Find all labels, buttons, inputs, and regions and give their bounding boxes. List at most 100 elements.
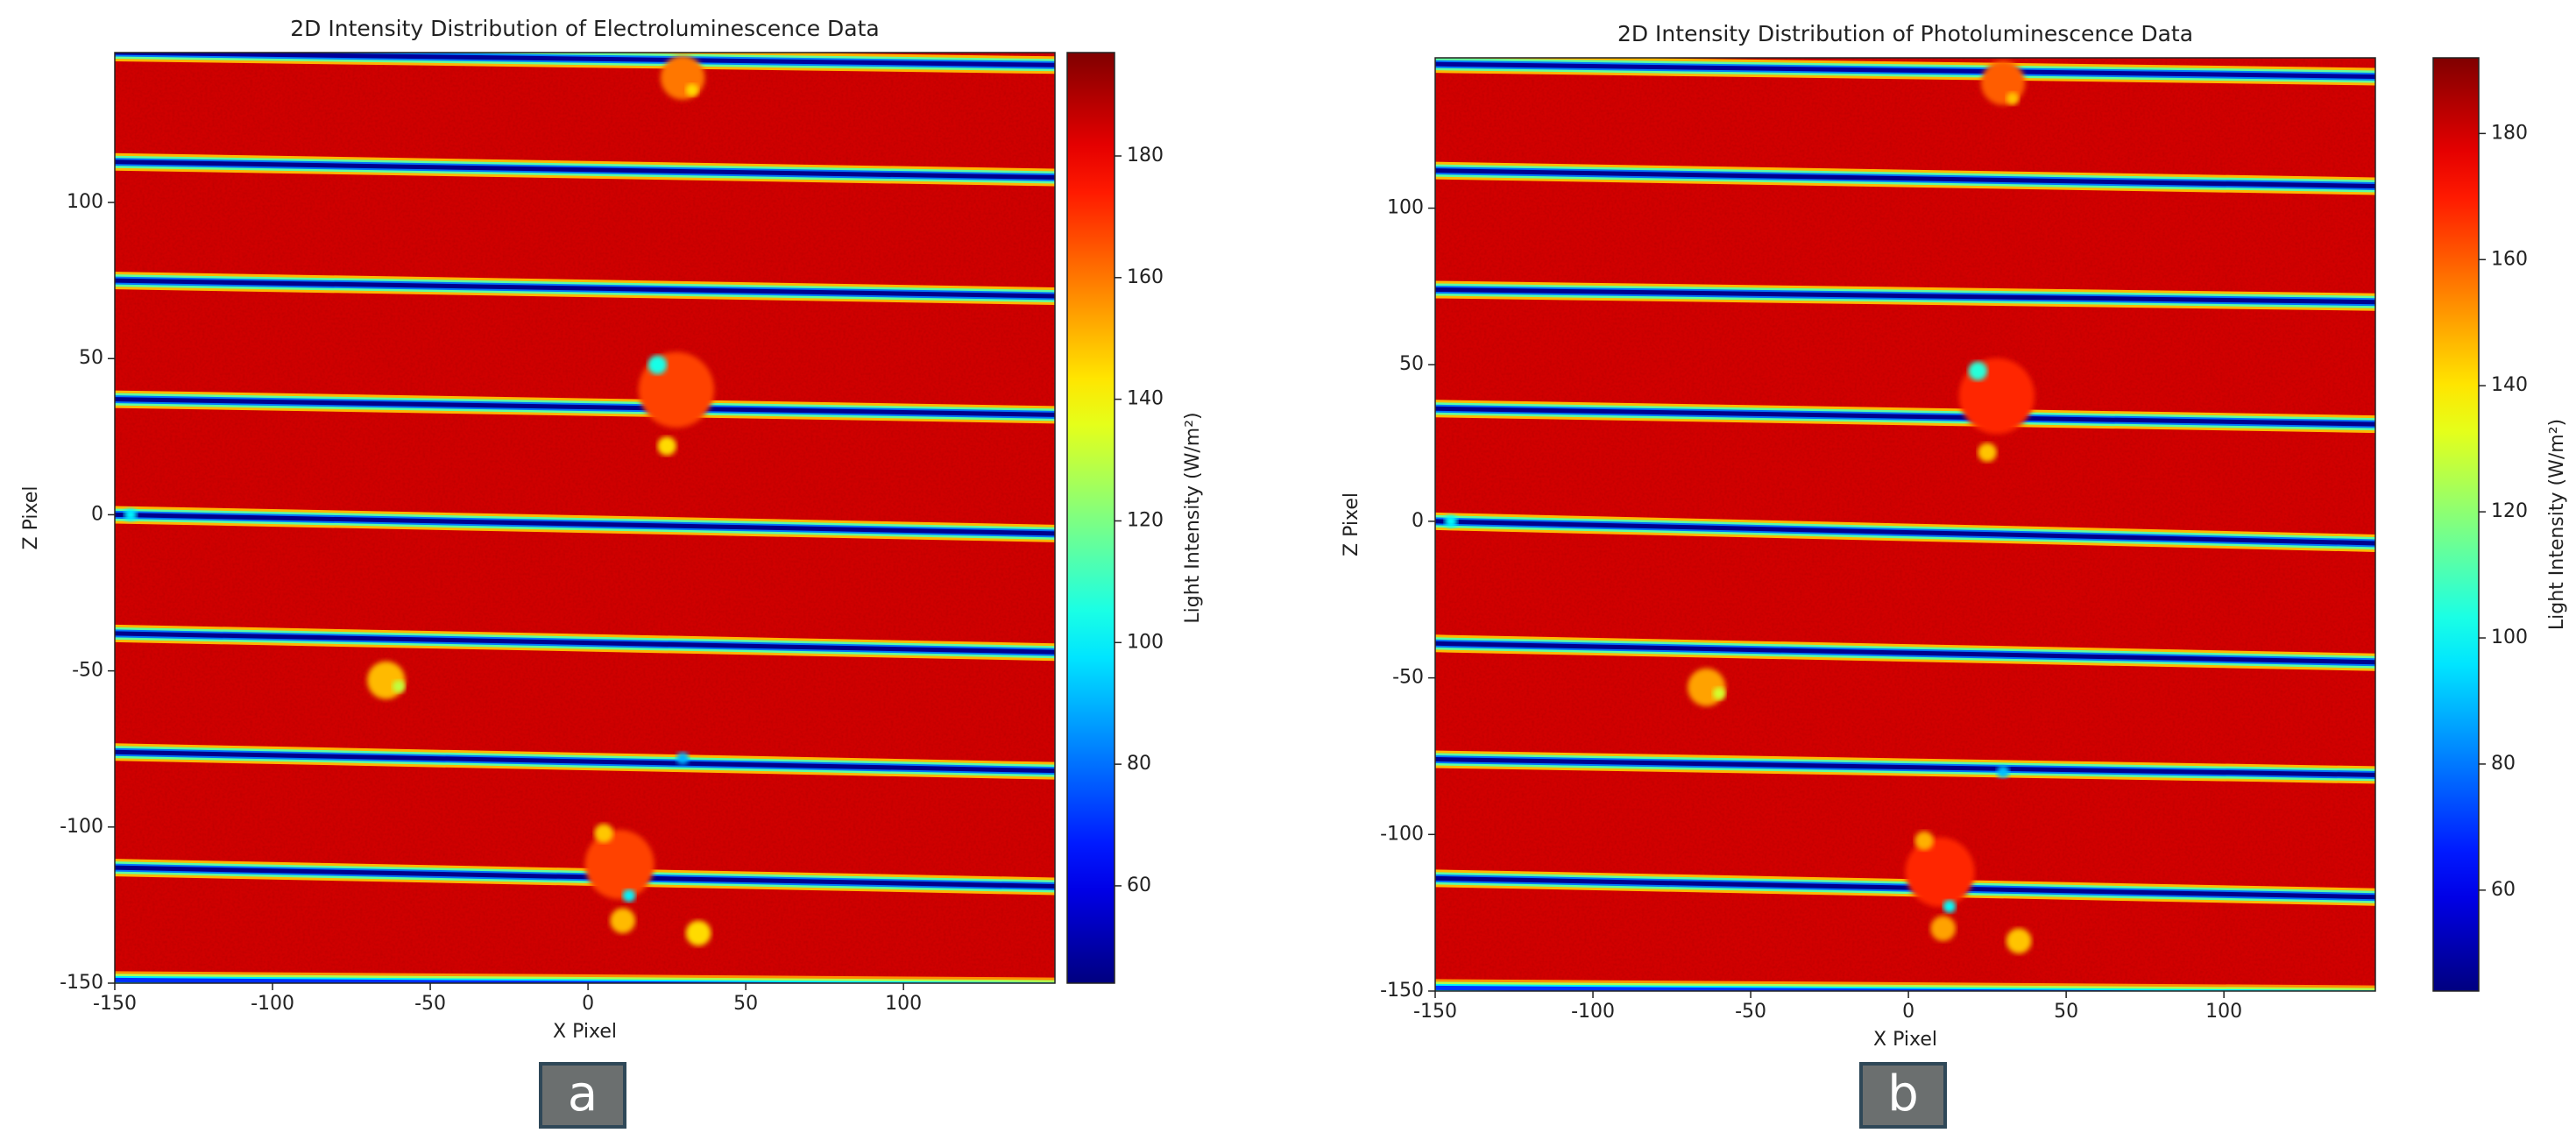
colorbar-tick-label: 120 xyxy=(1127,509,1164,531)
spot xyxy=(1444,514,1458,528)
stripe xyxy=(115,390,1055,424)
stripe xyxy=(1435,400,2375,434)
x-tick-label: 100 xyxy=(885,993,922,1015)
colorbar-tick-label: 80 xyxy=(1127,753,1151,775)
spot xyxy=(584,829,655,900)
stripe xyxy=(1435,634,2375,671)
x-tick-label: 100 xyxy=(2205,1001,2242,1023)
plot-frame xyxy=(114,52,1056,984)
stripe-core xyxy=(115,278,1055,299)
y-tick-label: 0 xyxy=(1412,510,1424,532)
stripe-core xyxy=(115,749,1055,774)
x-tick-label: -150 xyxy=(1413,1001,1457,1023)
x-tick-label: -100 xyxy=(251,993,294,1015)
colorbar-label: Light Intensity (W/m²) xyxy=(2546,419,2568,630)
x-axis-label: X Pixel xyxy=(1873,1029,1937,1051)
spot xyxy=(2006,92,2020,105)
colorbar-tick-label: 140 xyxy=(1127,388,1164,410)
spot xyxy=(1996,765,2010,779)
stripe xyxy=(1435,750,2375,784)
spot xyxy=(660,55,705,100)
colorbar-tick-label: 140 xyxy=(2491,374,2528,396)
stripe-core xyxy=(115,631,1055,655)
stripe-core xyxy=(115,397,1055,417)
spot xyxy=(685,920,711,946)
colorbar-tick-label: 120 xyxy=(2491,500,2528,522)
y-tick-label: 50 xyxy=(79,347,103,369)
spot xyxy=(392,680,406,693)
stripe xyxy=(115,272,1055,305)
plot-area xyxy=(1435,58,2375,991)
stripe xyxy=(115,624,1055,662)
stripe-core xyxy=(1435,985,2234,991)
plot-frame xyxy=(1434,57,2376,992)
spot xyxy=(622,889,636,903)
stripe-core xyxy=(115,977,915,983)
stripe-core xyxy=(1435,406,2375,427)
stripe xyxy=(115,506,1055,542)
x-tick-label: -100 xyxy=(1571,1001,1615,1023)
colorbar-label: Light Intensity (W/m²) xyxy=(1182,412,1204,623)
x-tick-label: -50 xyxy=(1735,1001,1766,1023)
x-tick-label: -150 xyxy=(93,993,137,1015)
spot xyxy=(1978,443,1997,463)
spot xyxy=(1914,831,1934,851)
colorbar-tick-label: 80 xyxy=(2491,753,2516,775)
spot xyxy=(685,83,699,96)
colorbar-tick-label: 180 xyxy=(1127,145,1164,166)
spot xyxy=(1712,687,1726,700)
colorbar-tick-label: 180 xyxy=(2491,122,2528,144)
y-tick-label: 50 xyxy=(1399,353,1424,375)
colorbar-tick-label: 60 xyxy=(1127,874,1151,896)
stripe xyxy=(1435,869,2375,906)
y-axis-label: Z Pixel xyxy=(20,486,42,550)
stripe xyxy=(1435,512,2375,552)
x-tick-label: 0 xyxy=(1902,1001,1914,1023)
colorbar-tick-label: 60 xyxy=(2491,879,2516,901)
x-axis-label: X Pixel xyxy=(553,1021,617,1043)
colorbar-tick-label: 160 xyxy=(1127,266,1164,288)
stripe-core xyxy=(115,53,1055,67)
y-tick-label: -100 xyxy=(1380,823,1424,845)
colorbar xyxy=(1066,52,1115,984)
spot xyxy=(2006,928,2032,954)
y-tick-label: 100 xyxy=(1387,197,1424,219)
y-tick-label: -100 xyxy=(60,816,103,838)
stripe xyxy=(1435,979,2375,991)
spot xyxy=(124,508,138,521)
stripe-core xyxy=(1435,287,2375,305)
colorbar-tick-label: 100 xyxy=(2491,627,2528,648)
stripe-core xyxy=(1435,875,2375,900)
x-tick-label: -50 xyxy=(414,993,446,1015)
stripe xyxy=(115,859,1055,896)
stripe-core xyxy=(115,865,1055,889)
stripe xyxy=(115,53,1055,74)
y-tick-label: -50 xyxy=(1392,667,1424,689)
panel: -150 -100 -50 0 50 100 -150 -100 -50 0 50 100 2D Int… xyxy=(1341,21,2568,1129)
spot xyxy=(1943,900,1957,913)
y-tick-label: 100 xyxy=(67,191,103,213)
stripe-core xyxy=(115,159,1055,181)
panel-label: b xyxy=(1887,1066,1919,1122)
chart-title: 2D Intensity Distribution of Photolumine… xyxy=(1617,21,2193,46)
spot xyxy=(1930,916,1957,941)
stripe xyxy=(115,971,1055,983)
y-tick-label: 0 xyxy=(91,503,103,525)
panel: -150 -100 -50 0 50 100 -150 -100 -50 0 50 100 2D Int… xyxy=(20,16,1204,1129)
spot xyxy=(594,824,613,843)
stripe-core xyxy=(115,512,1055,536)
panel-label: a xyxy=(568,1066,598,1122)
panel-label-box xyxy=(539,1062,626,1129)
y-axis-label: Z Pixel xyxy=(1341,492,1362,556)
stripe xyxy=(1435,280,2375,311)
stripe-core xyxy=(1435,61,2375,79)
colorbar-tick-label: 100 xyxy=(1127,631,1164,653)
x-tick-label: 50 xyxy=(2054,1001,2078,1023)
x-tick-label: 50 xyxy=(733,993,758,1015)
spot xyxy=(648,355,668,375)
stripe-core xyxy=(1435,757,2375,777)
spot xyxy=(1968,361,1988,381)
stripe xyxy=(1435,58,2375,86)
